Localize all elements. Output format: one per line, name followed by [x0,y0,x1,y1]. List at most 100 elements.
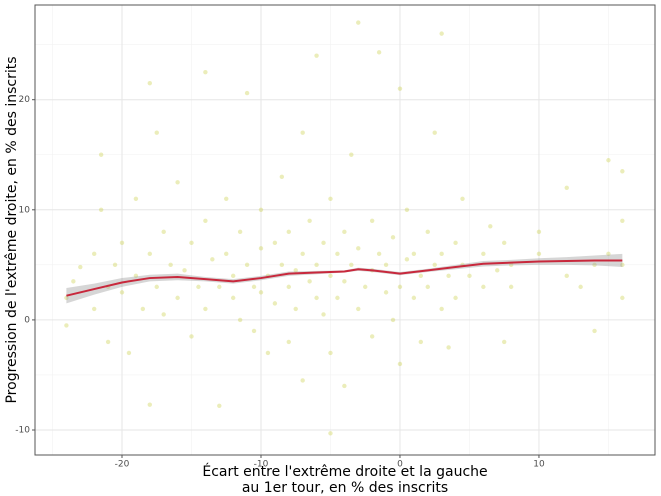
point [265,350,271,356]
point [418,273,424,279]
point [286,339,291,345]
point [564,273,569,279]
point [349,152,354,157]
point [620,218,625,224]
point [369,218,375,224]
point [112,262,118,268]
point [272,301,278,306]
point [272,240,278,246]
point [390,317,396,323]
point [411,295,417,301]
point [307,218,312,224]
point [335,251,340,257]
point [119,240,125,246]
point [314,53,319,58]
point [300,378,305,383]
point [328,350,333,356]
point [133,196,139,201]
point [439,306,444,312]
point [230,273,236,279]
point [592,262,597,268]
point [175,180,180,185]
point [508,262,514,268]
point [446,345,451,350]
point [321,312,326,317]
point [376,50,382,55]
point [342,279,347,284]
point [425,229,430,235]
x-tick-label: 10 [533,460,545,470]
point [286,284,291,290]
point [92,306,97,312]
point [203,306,208,312]
point [564,185,569,190]
grid [35,5,655,455]
point [98,152,104,157]
point [71,279,76,284]
x-tick-label: -10 [254,460,269,470]
point [230,295,236,301]
point [349,262,354,268]
point [481,284,486,290]
point [328,196,333,201]
point [300,130,305,135]
point [397,361,403,367]
point [64,323,69,328]
point [383,290,389,295]
point [258,246,264,251]
point [592,328,597,334]
point [251,284,257,290]
point [147,80,152,86]
point [189,334,194,339]
point [224,196,229,201]
point [300,251,305,257]
point [203,69,208,75]
point [286,229,291,235]
point [502,240,507,246]
panel-border [34,4,656,456]
point [105,339,111,345]
point [620,295,625,301]
y-tick-label: -10 [15,426,30,436]
labels: -20 -10 0 10 -10 0 10 20 [15,95,545,469]
point [453,295,458,301]
point [578,284,583,290]
point [390,235,396,240]
y-tick-label: 10 [19,205,31,215]
x-tick-label: 0 [397,460,403,470]
point [154,284,159,290]
marks [64,20,625,436]
point [488,224,493,229]
point [425,284,430,290]
point [237,317,243,323]
point [467,273,472,279]
point [446,273,451,279]
point [147,251,152,257]
point [244,262,250,268]
y-tick-label: 0 [24,315,30,325]
point [508,284,514,290]
point [293,268,298,273]
point [404,207,410,212]
point [217,403,222,408]
point [210,257,215,262]
point [495,268,500,273]
point [279,262,285,268]
point [321,240,326,246]
point [140,306,146,312]
point [369,334,375,339]
y-axis-title: Progression de l'extrême droite, en % de… [4,56,20,403]
point [175,295,180,301]
x-axis-title: au 1er tour, en % des inscrits [242,480,448,496]
point [335,295,340,301]
point [536,229,542,235]
point [293,306,298,312]
point [404,257,410,262]
point [64,295,69,301]
point [432,262,437,268]
point [411,251,417,257]
point [203,218,208,224]
y-tick-label: 20 [19,95,31,105]
point [237,229,243,235]
